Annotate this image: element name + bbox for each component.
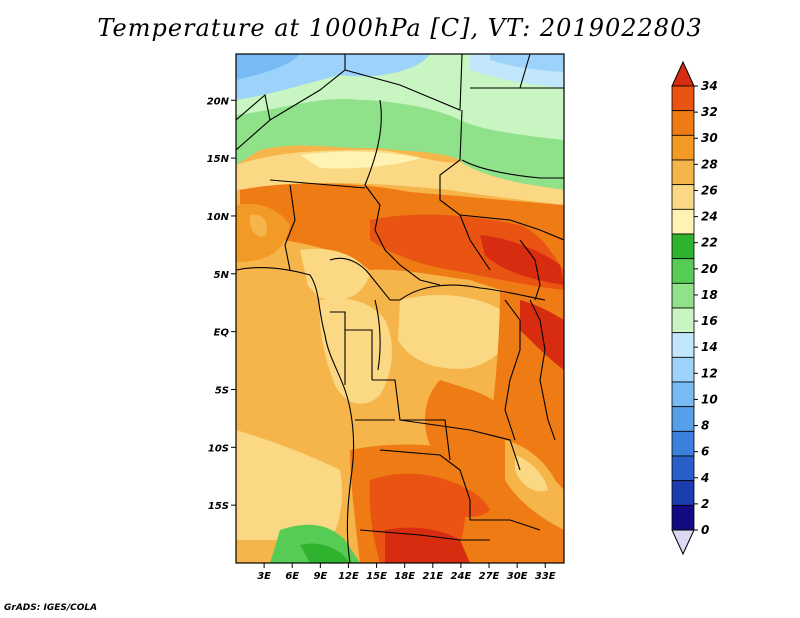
colorbar-swatch	[671, 85, 695, 112]
footer-credit: GrADS: IGES/COLA	[4, 603, 98, 613]
colorbar-label: 26	[701, 183, 718, 197]
colorbar-label: 16	[701, 314, 718, 328]
colorbar-swatch	[671, 455, 695, 482]
colorbar-label: 20	[701, 262, 718, 276]
colorbar-swatch	[671, 258, 695, 284]
colorbar-label: 8	[701, 419, 709, 433]
colorbar-label: 10	[701, 392, 718, 406]
colorbar-low-triangle	[671, 529, 695, 556]
colorbar-swatch	[671, 208, 695, 235]
colorbar-swatch	[671, 332, 695, 358]
lat-tick-label: 5S	[215, 385, 229, 396]
lon-tick-label: 30E	[507, 571, 528, 582]
colorbar-label: 24	[701, 210, 718, 224]
lat-tick-label: 20N	[207, 96, 230, 107]
lat-tick-label: 10N	[207, 212, 230, 223]
colorbar-swatch	[671, 381, 695, 408]
colorbar-label: 30	[701, 131, 718, 145]
colorbar-label: 22	[701, 236, 718, 250]
colorbar-label: 0	[701, 523, 709, 537]
map-frame	[235, 53, 565, 564]
colorbar-label: 18	[701, 288, 718, 302]
lon-tick-label: 27E	[479, 571, 500, 582]
colorbar-label: 32	[701, 105, 718, 119]
colorbar-swatch	[671, 233, 695, 260]
lat-tick-label: 5N	[214, 270, 230, 281]
lon-tick-label: 21E	[422, 571, 443, 582]
lon-tick-label: 24E	[451, 571, 472, 582]
colorbar-label: 6	[701, 445, 709, 459]
latitude-axis: 20N 15N 10N 5N EQ 5S 10S 15S	[207, 96, 236, 512]
map-title: Temperature at 1000hPa [C], VT: 20190228…	[97, 14, 703, 42]
lon-tick-label: 6E	[285, 571, 299, 582]
lon-tick-label: 9E	[313, 571, 327, 582]
colorbar-swatch	[671, 159, 695, 186]
colorbar-swatch	[671, 110, 695, 136]
lat-tick-label: 10S	[208, 443, 229, 454]
colorbar-swatch	[671, 282, 695, 309]
lat-tick-label: 15N	[207, 154, 230, 165]
longitude-axis: 3E 6E 9E 12E 15E 18E 21E 24E 27E 30E 33E	[257, 563, 556, 582]
colorbar-label: 14	[701, 340, 718, 354]
colorbar-label: 4	[700, 471, 709, 485]
lon-tick-label: 12E	[338, 571, 359, 582]
lon-tick-label: 18E	[394, 571, 415, 582]
colorbar-label: 2	[701, 497, 709, 511]
country-borders	[236, 54, 564, 563]
lon-tick-label: 15E	[366, 571, 387, 582]
colorbar-swatch	[671, 430, 695, 457]
lat-tick-label: EQ	[214, 328, 230, 339]
colorbar-swatch	[671, 184, 695, 210]
colorbar-swatch	[671, 406, 695, 432]
colorbar-label: 34	[701, 79, 718, 93]
colorbar-swatch	[671, 480, 695, 506]
colorbar-label: 28	[701, 157, 718, 171]
lon-tick-label: 33E	[535, 571, 556, 582]
colorbar-label: 12	[701, 366, 718, 380]
colorbar-high-triangle	[671, 60, 695, 87]
lat-tick-label: 15S	[208, 501, 229, 512]
colorbar-swatch	[671, 504, 695, 531]
colorbar-swatch	[671, 134, 695, 161]
lon-tick-label: 3E	[257, 571, 271, 582]
colorbar-swatch	[671, 307, 695, 334]
colorbar-swatch	[671, 356, 695, 383]
temperature-field	[236, 54, 564, 563]
